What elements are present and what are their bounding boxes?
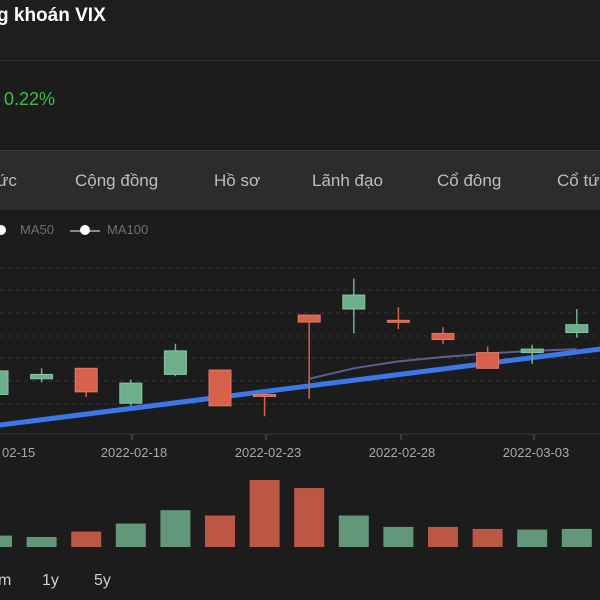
tab-ho-so[interactable]: Hồ sơ	[214, 171, 261, 190]
volume-bar	[26, 536, 57, 547]
candle-body	[74, 367, 98, 393]
legend-ma100-dot-icon[interactable]	[80, 225, 90, 235]
x-tick-label: 2022-02-23	[235, 445, 302, 460]
volume-bar	[115, 523, 146, 547]
volume-bar	[383, 526, 414, 547]
volume-bar	[160, 510, 191, 547]
range-button-month[interactable]: m	[0, 572, 12, 589]
trend-line	[0, 346, 600, 428]
legend-ma50-dot-icon[interactable]	[0, 225, 6, 235]
candle-body	[163, 350, 187, 375]
candle-body	[386, 319, 410, 323]
volume-bar	[249, 480, 280, 547]
x-tick-label: 2022-02-18	[101, 445, 168, 460]
volume-bar	[205, 515, 235, 547]
volume-bar	[428, 526, 458, 547]
ma-line	[308, 348, 577, 380]
legend-ma100-label[interactable]: MA100	[107, 222, 149, 237]
quote-row: 0.22%	[0, 61, 600, 150]
x-tick-label: 2022-03-03	[503, 445, 570, 460]
candle-body	[565, 324, 589, 334]
tab-cong-dong[interactable]: Cộng đồng	[75, 171, 159, 190]
volume-bar	[0, 535, 12, 547]
price-change-percent: 0.22%	[4, 89, 56, 109]
candle-body	[208, 369, 232, 407]
x-tick-label: 02-15	[2, 445, 35, 460]
candle-body	[476, 352, 500, 369]
range-button-5y[interactable]: 5y	[94, 572, 111, 589]
x-tick-label: 2022-02-28	[369, 445, 436, 460]
legend-ma50-label[interactable]: MA50	[20, 222, 54, 237]
tab-lanh-dao[interactable]: Lãnh đạo	[312, 171, 383, 190]
app-header: g khoán VIX	[0, 0, 600, 61]
volume-bar	[294, 488, 325, 547]
tab-co-tuc[interactable]: Cổ tức	[557, 171, 600, 190]
range-button-1y[interactable]: 1y	[42, 572, 59, 589]
tab-co-tuc-partial[interactable]: ức	[0, 171, 17, 190]
candle-body	[342, 294, 366, 310]
tab-co-dong[interactable]: Cổ đông	[437, 171, 502, 190]
volume-bar	[71, 531, 102, 547]
candle-body	[253, 393, 277, 397]
candle-body	[119, 382, 143, 404]
candle-body	[431, 332, 455, 341]
volume-bar	[561, 528, 592, 547]
volume-bar	[517, 529, 548, 547]
candle-body	[30, 373, 54, 380]
stock-title: g khoán VIX	[0, 5, 106, 26]
volume-bar	[472, 528, 503, 547]
candle-body	[520, 348, 544, 354]
tab-bar: ức Cộng đồng Hồ sơ Lãnh đạo Cổ đông Cổ t…	[0, 150, 600, 211]
candle-body	[297, 314, 321, 323]
volume-bar	[338, 515, 369, 547]
candle-body	[0, 370, 9, 395]
